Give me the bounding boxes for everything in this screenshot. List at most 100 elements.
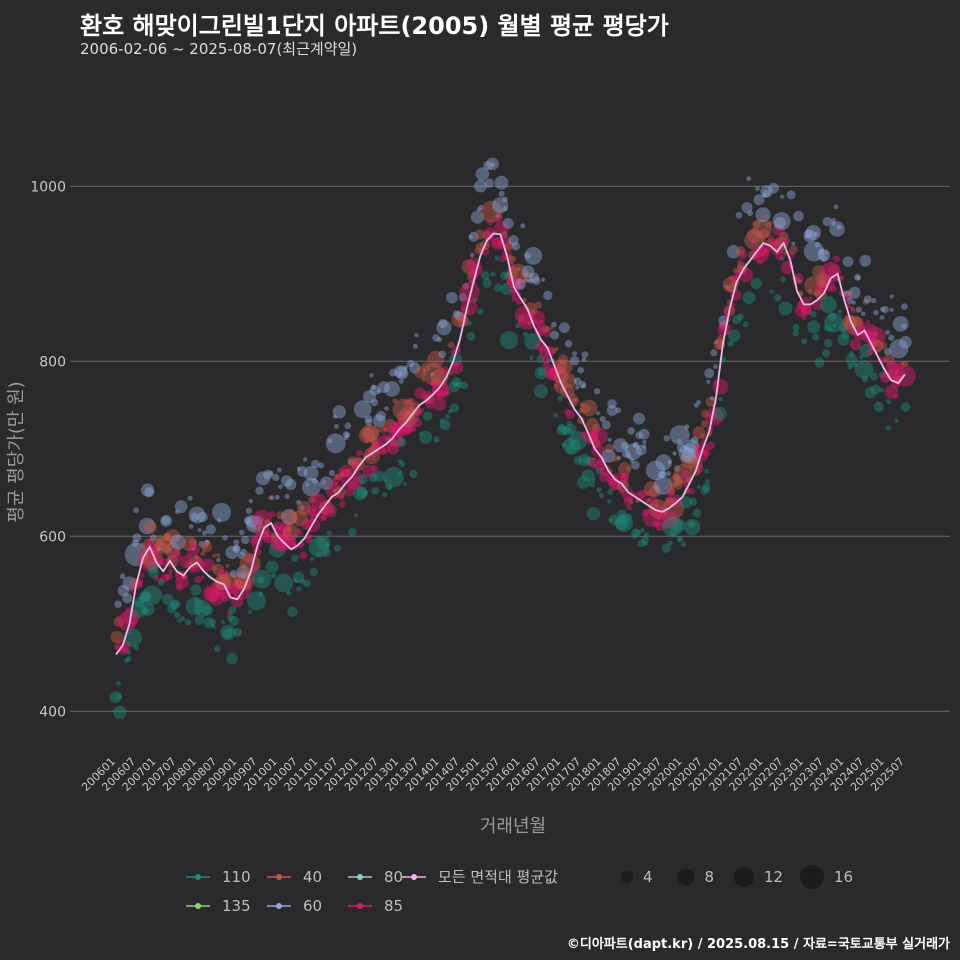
scatter-point [719, 322, 725, 328]
scatter-point [536, 355, 545, 364]
scatter-point [371, 486, 380, 495]
scatter-point [414, 387, 426, 399]
scatter-point [283, 510, 298, 526]
scatter-point [606, 474, 619, 487]
scatter-point [339, 465, 352, 477]
scatter-point [727, 340, 734, 347]
scatter-point [281, 508, 298, 525]
scatter-point [677, 535, 684, 542]
scatter-point [499, 255, 507, 263]
scatter-point [574, 385, 580, 390]
scatter-point [273, 534, 291, 552]
scatter-point [719, 323, 725, 330]
scatter-point [678, 443, 700, 464]
scatter-point [468, 280, 473, 285]
scatter-point [682, 447, 697, 462]
scatter-point [850, 306, 855, 312]
scatter-point [292, 510, 309, 527]
scatter-point [727, 286, 733, 292]
scatter-point [728, 275, 734, 281]
scatter-point [733, 273, 740, 280]
scatter-point [447, 341, 455, 349]
scatter-point [338, 494, 345, 501]
scatter-point [724, 284, 729, 290]
scatter-point [492, 197, 509, 214]
scatter-point [194, 598, 199, 603]
scatter-point [202, 584, 221, 603]
scatter-point [839, 323, 848, 332]
scatter-point [549, 325, 554, 331]
scatter-point [662, 516, 683, 537]
scatter-point [473, 297, 478, 303]
scatter-point [212, 502, 232, 522]
scatter-point [237, 551, 245, 560]
scatter-point [617, 515, 627, 526]
scatter-point [211, 624, 216, 629]
scatter-point [807, 320, 821, 334]
scatter-point [510, 255, 517, 263]
scatter-point [696, 484, 701, 489]
scatter-point [371, 440, 381, 450]
scatter-point [572, 351, 577, 357]
scatter-point [894, 418, 899, 423]
scatter-point [458, 293, 468, 302]
scatter-point [794, 305, 806, 317]
scatter-point [812, 265, 826, 279]
scatter-point [292, 512, 298, 517]
scatter-point [820, 255, 828, 262]
scatter-point [136, 546, 141, 552]
scatter-point [814, 289, 821, 297]
scatter-point [871, 297, 877, 304]
scatter-point [713, 364, 718, 370]
scatter-point [167, 568, 174, 574]
scatter-point [821, 281, 826, 286]
scatter-point [205, 539, 210, 544]
scatter-point [126, 656, 132, 662]
scatter-point [146, 560, 159, 574]
scatter-point [522, 331, 528, 337]
scatter-point [205, 587, 220, 602]
scatter-point [140, 555, 157, 572]
scatter-point [534, 366, 548, 380]
y-tick-label: 1000 [30, 179, 66, 195]
scatter-point [246, 591, 266, 611]
scatter-point [220, 620, 226, 625]
scatter-point [623, 496, 633, 506]
scatter-point [642, 508, 662, 527]
scatter-point [500, 271, 509, 280]
scatter-point [491, 162, 496, 167]
scatter-point [501, 231, 508, 239]
scatter-point [336, 472, 346, 482]
scatter-point [792, 329, 799, 337]
scatter-point [253, 515, 259, 520]
scatter-point [669, 483, 676, 490]
scatter-point [333, 474, 339, 480]
scatter-point [827, 312, 837, 321]
legend-size-label: 4 [643, 868, 653, 886]
scatter-point [541, 325, 550, 333]
scatter-point [345, 470, 364, 489]
scatter-point [557, 359, 573, 375]
scatter-point [236, 565, 250, 579]
scatter-point [363, 390, 376, 404]
scatter-point [669, 528, 678, 536]
scatter-point [710, 349, 718, 357]
scatter-point [343, 436, 348, 441]
scatter-point [165, 529, 181, 545]
scatter-point [700, 433, 706, 440]
scatter-point [134, 597, 145, 608]
scatter-point [326, 530, 332, 536]
scatter-point [629, 500, 634, 505]
scatter-point [786, 190, 796, 200]
scatter-point [599, 416, 606, 423]
scatter-point [201, 530, 208, 536]
scatter-point [232, 580, 252, 600]
scatter-point [445, 414, 451, 420]
scatter-point [631, 528, 641, 538]
scatter-point [215, 575, 230, 591]
scatter-point [217, 518, 222, 523]
scatter-point [327, 438, 333, 444]
scatter-point [879, 315, 885, 320]
scatter-point [622, 488, 635, 502]
legend-label-60: 60 [303, 897, 322, 915]
